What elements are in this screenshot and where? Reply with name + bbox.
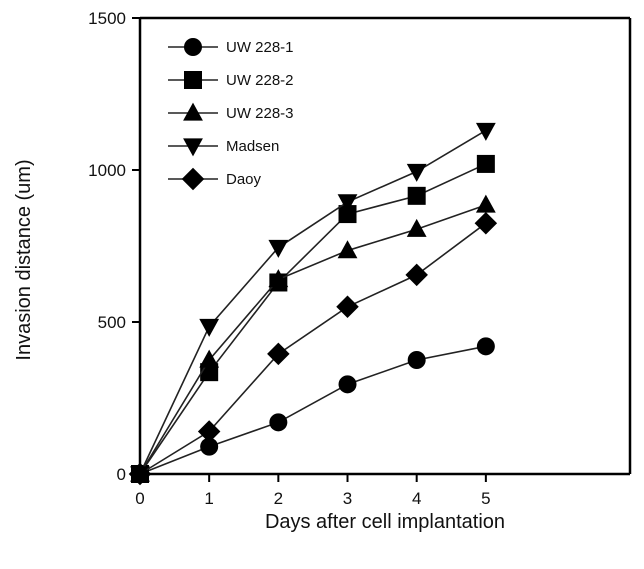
data-point-triangle-up (406, 218, 427, 237)
y-tick-label: 1500 (88, 9, 126, 28)
legend-entry: UW 228-3 (168, 102, 294, 122)
legend-label: UW 228-2 (226, 72, 294, 89)
legend-entry: UW 228-1 (168, 38, 294, 56)
data-point-square (338, 205, 357, 224)
legend-label: Daoy (226, 171, 262, 188)
data-point-triangle-down (337, 194, 358, 213)
x-tick-label: 0 (135, 489, 144, 508)
axes (138, 16, 632, 476)
data-point-diamond (336, 295, 359, 319)
x-tick-label: 5 (481, 489, 490, 508)
data-point-diamond (474, 211, 498, 235)
series-diamond (128, 211, 498, 486)
data-point-triangle-down (199, 318, 220, 337)
legend-marker-triangle-down (183, 138, 203, 157)
data-point-triangle-up (268, 269, 289, 288)
x-tick-label: 3 (343, 489, 352, 508)
legend-entry: UW 228-2 (168, 71, 294, 89)
legend-label: UW 228-1 (226, 39, 294, 56)
legend-marker-circle (184, 38, 202, 56)
legend-marker-diamond (181, 167, 205, 191)
data-point-diamond (128, 462, 152, 486)
data-point-diamond (267, 342, 290, 366)
legend-marker-triangle-up (183, 102, 203, 121)
series-line (139, 129, 487, 475)
y-tick-label: 1000 (88, 161, 126, 180)
series-circle (131, 337, 495, 483)
series-line (139, 163, 487, 475)
y-tick-label: 500 (98, 313, 126, 332)
data-point-diamond (405, 263, 428, 287)
x-tick-label: 4 (412, 489, 421, 508)
data-point-diamond (197, 420, 221, 443)
y-axis-title: Invasion distance (um) (13, 159, 35, 360)
data-point-triangle-up (475, 194, 496, 213)
legend-entry: Madsen (168, 138, 279, 157)
data-point-triangle-up (337, 240, 358, 259)
data-point-square (407, 186, 426, 205)
series-line (139, 345, 487, 475)
legend-entry: Daoy (168, 167, 262, 191)
data-point-circle (269, 413, 288, 432)
legend-label: Madsen (226, 138, 279, 155)
x-tick-label: 2 (274, 489, 283, 508)
data-point-triangle-up (199, 349, 220, 368)
series-triangle-up (130, 194, 496, 482)
y-tick-label: 0 (117, 465, 126, 484)
data-point-triangle-down (268, 239, 289, 258)
data-point-circle (407, 351, 426, 369)
series-layer (128, 122, 498, 486)
series-square (131, 154, 495, 483)
data-point-triangle-down (475, 122, 496, 141)
series-line (139, 204, 487, 475)
data-point-triangle-down (406, 163, 427, 182)
x-tick-label: 1 (204, 489, 213, 508)
data-point-square (476, 154, 495, 173)
legend-marker-square (184, 71, 202, 89)
legend-label: UW 228-3 (226, 105, 294, 122)
series-line (139, 222, 487, 475)
x-axis-title: Days after cell implantation (265, 511, 505, 533)
data-point-circle (200, 437, 219, 456)
legend: UW 228-1 UW 228-2 UW 228-3 Madsen Daoy (168, 38, 294, 191)
data-point-circle (476, 337, 495, 356)
data-point-circle (338, 375, 357, 394)
